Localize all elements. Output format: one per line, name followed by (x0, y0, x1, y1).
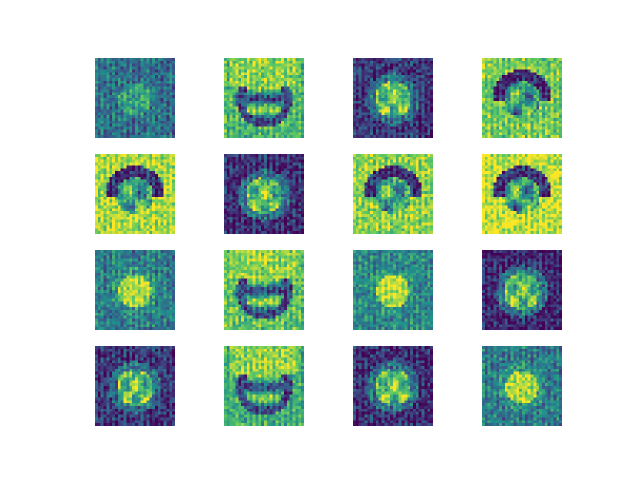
sample-image-3-1 (95, 250, 175, 330)
sample-image-canvas (95, 58, 175, 138)
sample-image-canvas (353, 58, 433, 138)
sample-image-canvas (482, 346, 562, 426)
sample-image-canvas (482, 250, 562, 330)
sample-image-1-2 (224, 58, 304, 138)
sample-image-canvas (95, 154, 175, 234)
sample-image-2-4 (482, 154, 562, 234)
sample-image-canvas (95, 346, 175, 426)
sample-image-canvas (353, 154, 433, 234)
sample-image-4-1 (95, 346, 175, 426)
sample-image-canvas (224, 58, 304, 138)
sample-image-canvas (224, 154, 304, 234)
sample-image-1-3 (353, 58, 433, 138)
sample-image-3-3 (353, 250, 433, 330)
sample-image-4-3 (353, 346, 433, 426)
sample-image-1-1 (95, 58, 175, 138)
sample-image-canvas (353, 346, 433, 426)
sample-image-canvas (224, 346, 304, 426)
sample-image-2-1 (95, 154, 175, 234)
sample-image-canvas (224, 250, 304, 330)
sample-image-canvas (95, 250, 175, 330)
sample-image-3-4 (482, 250, 562, 330)
sample-image-4-4 (482, 346, 562, 426)
sample-image-1-4 (482, 58, 562, 138)
sample-image-canvas (482, 154, 562, 234)
sample-image-4-2 (224, 346, 304, 426)
sample-image-canvas (353, 250, 433, 330)
sample-image-2-2 (224, 154, 304, 234)
sample-image-canvas (482, 58, 562, 138)
sample-image-3-2 (224, 250, 304, 330)
sample-image-2-3 (353, 154, 433, 234)
